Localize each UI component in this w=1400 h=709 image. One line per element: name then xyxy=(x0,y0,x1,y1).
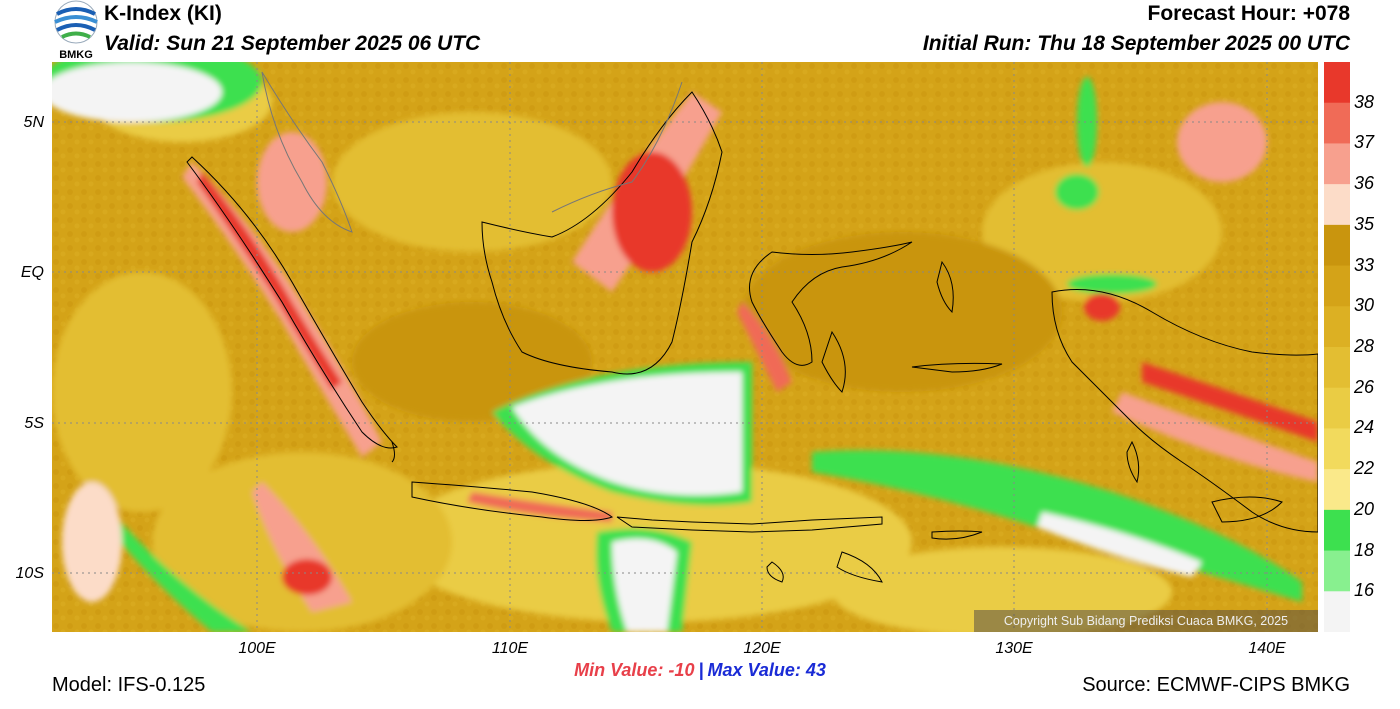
colorbar-swatch xyxy=(1324,387,1350,429)
colorbar-label: 24 xyxy=(1354,417,1375,438)
colorbar-swatch xyxy=(1324,143,1350,185)
lat-label-eq: EQ xyxy=(20,264,44,281)
colorbar-swatch xyxy=(1324,591,1350,633)
lat-label-10s: 10S xyxy=(15,565,44,582)
colorbar-swatch xyxy=(1324,184,1350,226)
lon-label-110e: 110E xyxy=(491,640,529,657)
k-index-map xyxy=(42,42,1319,637)
colorbar-label: 20 xyxy=(1354,498,1375,519)
colorbar-label: 26 xyxy=(1354,376,1375,397)
colorbar-label: 38 xyxy=(1354,91,1375,112)
colorbar xyxy=(1324,62,1350,633)
lon-label-130e: 130E xyxy=(995,640,1033,657)
colorbar-swatch xyxy=(1324,428,1350,470)
valid-time: Valid: Sun 21 September 2025 06 UTC xyxy=(104,32,481,55)
lon-label-100e: 100E xyxy=(238,640,276,657)
colorbar-label: 18 xyxy=(1354,539,1375,560)
forecast-hour: Forecast Hour: +078 xyxy=(1147,2,1351,25)
colorbar-label: 33 xyxy=(1354,254,1375,275)
colorbar-label: 28 xyxy=(1354,336,1375,356)
initial-run: Initial Run: Thu 18 September 2025 00 UT… xyxy=(922,32,1350,55)
lon-label-140e: 140E xyxy=(1248,640,1286,657)
colorbar-swatch xyxy=(1324,265,1350,307)
colorbar-swatch xyxy=(1324,347,1350,389)
bmkg-logo: BMKG xyxy=(52,0,100,61)
colorbar-label: 16 xyxy=(1354,580,1375,601)
model-label: Model: IFS-0.125 xyxy=(52,674,206,696)
colorbar-label: 36 xyxy=(1354,173,1375,194)
min-value: Min Value: -10 xyxy=(574,660,695,680)
colorbar-label: 22 xyxy=(1354,458,1375,479)
colorbar-swatch xyxy=(1324,62,1350,104)
lat-label-5n: 5N xyxy=(23,114,44,131)
colorbar-swatch xyxy=(1324,550,1350,592)
colorbar-label: 37 xyxy=(1354,132,1375,153)
colorbar-swatch xyxy=(1324,469,1350,511)
separator: | xyxy=(698,660,704,680)
colorbar-swatch xyxy=(1324,509,1350,552)
colorbar-label: 35 xyxy=(1354,213,1375,234)
colorbar-swatch xyxy=(1324,102,1350,144)
lon-label-120e: 120E xyxy=(743,640,781,657)
svg-text:BMKG: BMKG xyxy=(59,49,93,60)
source-label: Source: ECMWF-CIPS BMKG xyxy=(1082,674,1350,696)
min-max-values: Min Value: -10 | Max Value: 43 xyxy=(0,660,1400,681)
colorbar-swatch xyxy=(1324,306,1350,348)
chart-title: K-Index (KI) xyxy=(104,2,222,25)
max-value: Max Value: 43 xyxy=(707,660,826,680)
colorbar-label: 30 xyxy=(1354,295,1375,316)
colorbar-swatch xyxy=(1324,224,1350,267)
copyright-notice: Copyright Sub Bidang Prediksi Cuaca BMKG… xyxy=(974,610,1318,632)
lat-label-5s: 5S xyxy=(24,415,44,432)
